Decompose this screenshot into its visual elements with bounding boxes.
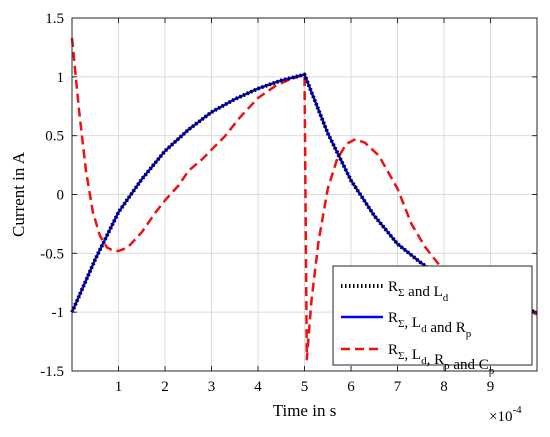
- x-axis-title: Time in s: [273, 401, 337, 420]
- legend-label-subscript: Σ: [398, 318, 404, 330]
- x-tick-label: 8: [440, 379, 448, 395]
- y-axis-title: Current in A: [9, 151, 28, 237]
- x-tick-label: 7: [394, 379, 402, 395]
- x-tick-label: 1: [115, 379, 123, 395]
- legend-label-part: R: [388, 279, 398, 295]
- legend-label-part: and L: [404, 284, 442, 300]
- legend-label-part: , L: [404, 347, 421, 363]
- legend-label-subscript: p: [444, 360, 450, 372]
- x-tick-label: 2: [161, 379, 169, 395]
- y-tick-label: -0.5: [40, 246, 64, 262]
- legend-label-part: , L: [404, 315, 421, 331]
- x-tick-label: 6: [347, 379, 355, 395]
- y-tick-label: -1: [52, 305, 65, 321]
- legend-label-subscript: d: [443, 292, 449, 304]
- axis-ticks: [72, 17, 537, 372]
- x-tick-label: 5: [301, 379, 309, 395]
- x-tick-label: 9: [487, 379, 495, 395]
- legend-label-subscript: d: [421, 323, 427, 335]
- y-tick-label: -1.5: [40, 364, 64, 380]
- legend-label-part: , R: [427, 352, 445, 368]
- legend-label-part: R: [388, 342, 398, 358]
- legend-label-part: and C: [450, 357, 489, 373]
- x-axis-multiplier: ×10-4: [489, 404, 522, 425]
- legend-label: RΣ, Ld and Rp: [388, 310, 472, 340]
- legend-label-part: and R: [427, 320, 466, 336]
- legend-box: [332, 265, 533, 366]
- y-tick-label: 1: [57, 70, 65, 86]
- legend-label-subscript: p: [489, 365, 495, 377]
- y-tick-label: 0: [57, 188, 65, 204]
- x-tick-label: 3: [208, 379, 216, 395]
- x-multiplier-exponent: -4: [512, 404, 522, 416]
- x-multiplier-base: ×10: [489, 409, 512, 425]
- legend-label-subscript: Σ: [398, 350, 404, 362]
- y-tick-label: 1.5: [45, 11, 64, 27]
- y-tick-label: 0.5: [45, 129, 64, 145]
- series-line-1: [70, 72, 538, 315]
- legend-label-part: R: [388, 310, 398, 326]
- legend-label: RΣ, Ld, Rp and Cp: [388, 342, 495, 377]
- legend-label-subscript: d: [421, 355, 427, 367]
- series-line-3: [70, 37, 538, 361]
- tick-labels: 1 2 3 4 5 6 7 8 9 -1.5 -1 -0.5 0 0.5 1 1.5: [40, 11, 494, 395]
- x-tick-label: 4: [254, 379, 262, 395]
- legend-label-subscript: Σ: [398, 287, 404, 299]
- legend-label-subscript: p: [466, 328, 472, 340]
- legend-label: RΣ and Ld: [388, 279, 449, 304]
